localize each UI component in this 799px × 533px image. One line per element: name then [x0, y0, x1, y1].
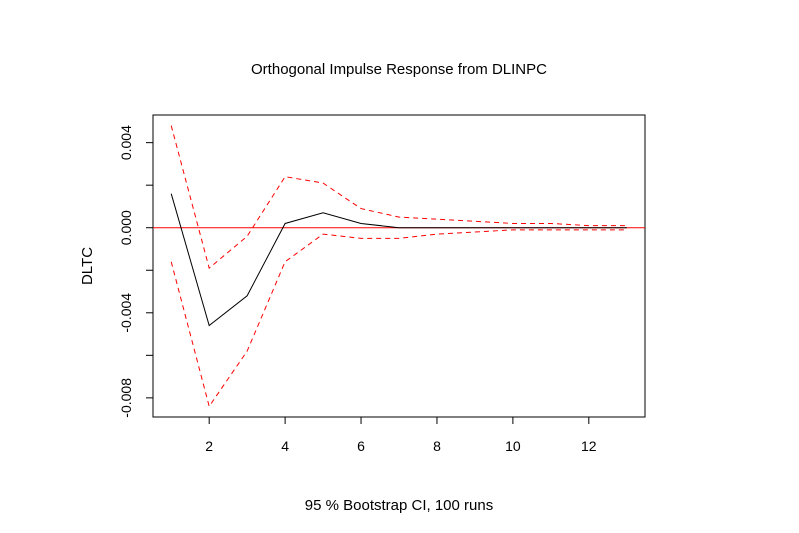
y-tick-label: 0.004	[118, 125, 134, 160]
y-tick-label: -0.008	[118, 378, 134, 418]
ci-upper-line	[170, 125, 627, 270]
x-tick-label: 6	[357, 438, 365, 454]
ci-lower-line	[170, 229, 627, 408]
plot-area: 2 4 6 8 10 12 -0.008 -0.004 0.000 0.004	[118, 114, 646, 454]
x-axis-label: 95 % Bootstrap CI, 100 runs	[305, 497, 493, 514]
irf-line	[170, 193, 627, 327]
chart-title: Orthogonal Impulse Response from DLINPC	[251, 61, 547, 78]
y-axis-label: DLTC	[79, 247, 96, 285]
y-tick-label: 0.000	[118, 210, 134, 245]
x-tick-label: 4	[281, 438, 289, 454]
x-tick-label: 12	[581, 438, 597, 454]
plot-frame	[152, 114, 646, 418]
x-tick-label: 10	[505, 438, 521, 454]
x-tick-label: 8	[433, 438, 441, 454]
x-tick-label: 2	[205, 438, 213, 454]
y-tick-label: -0.004	[118, 293, 134, 333]
